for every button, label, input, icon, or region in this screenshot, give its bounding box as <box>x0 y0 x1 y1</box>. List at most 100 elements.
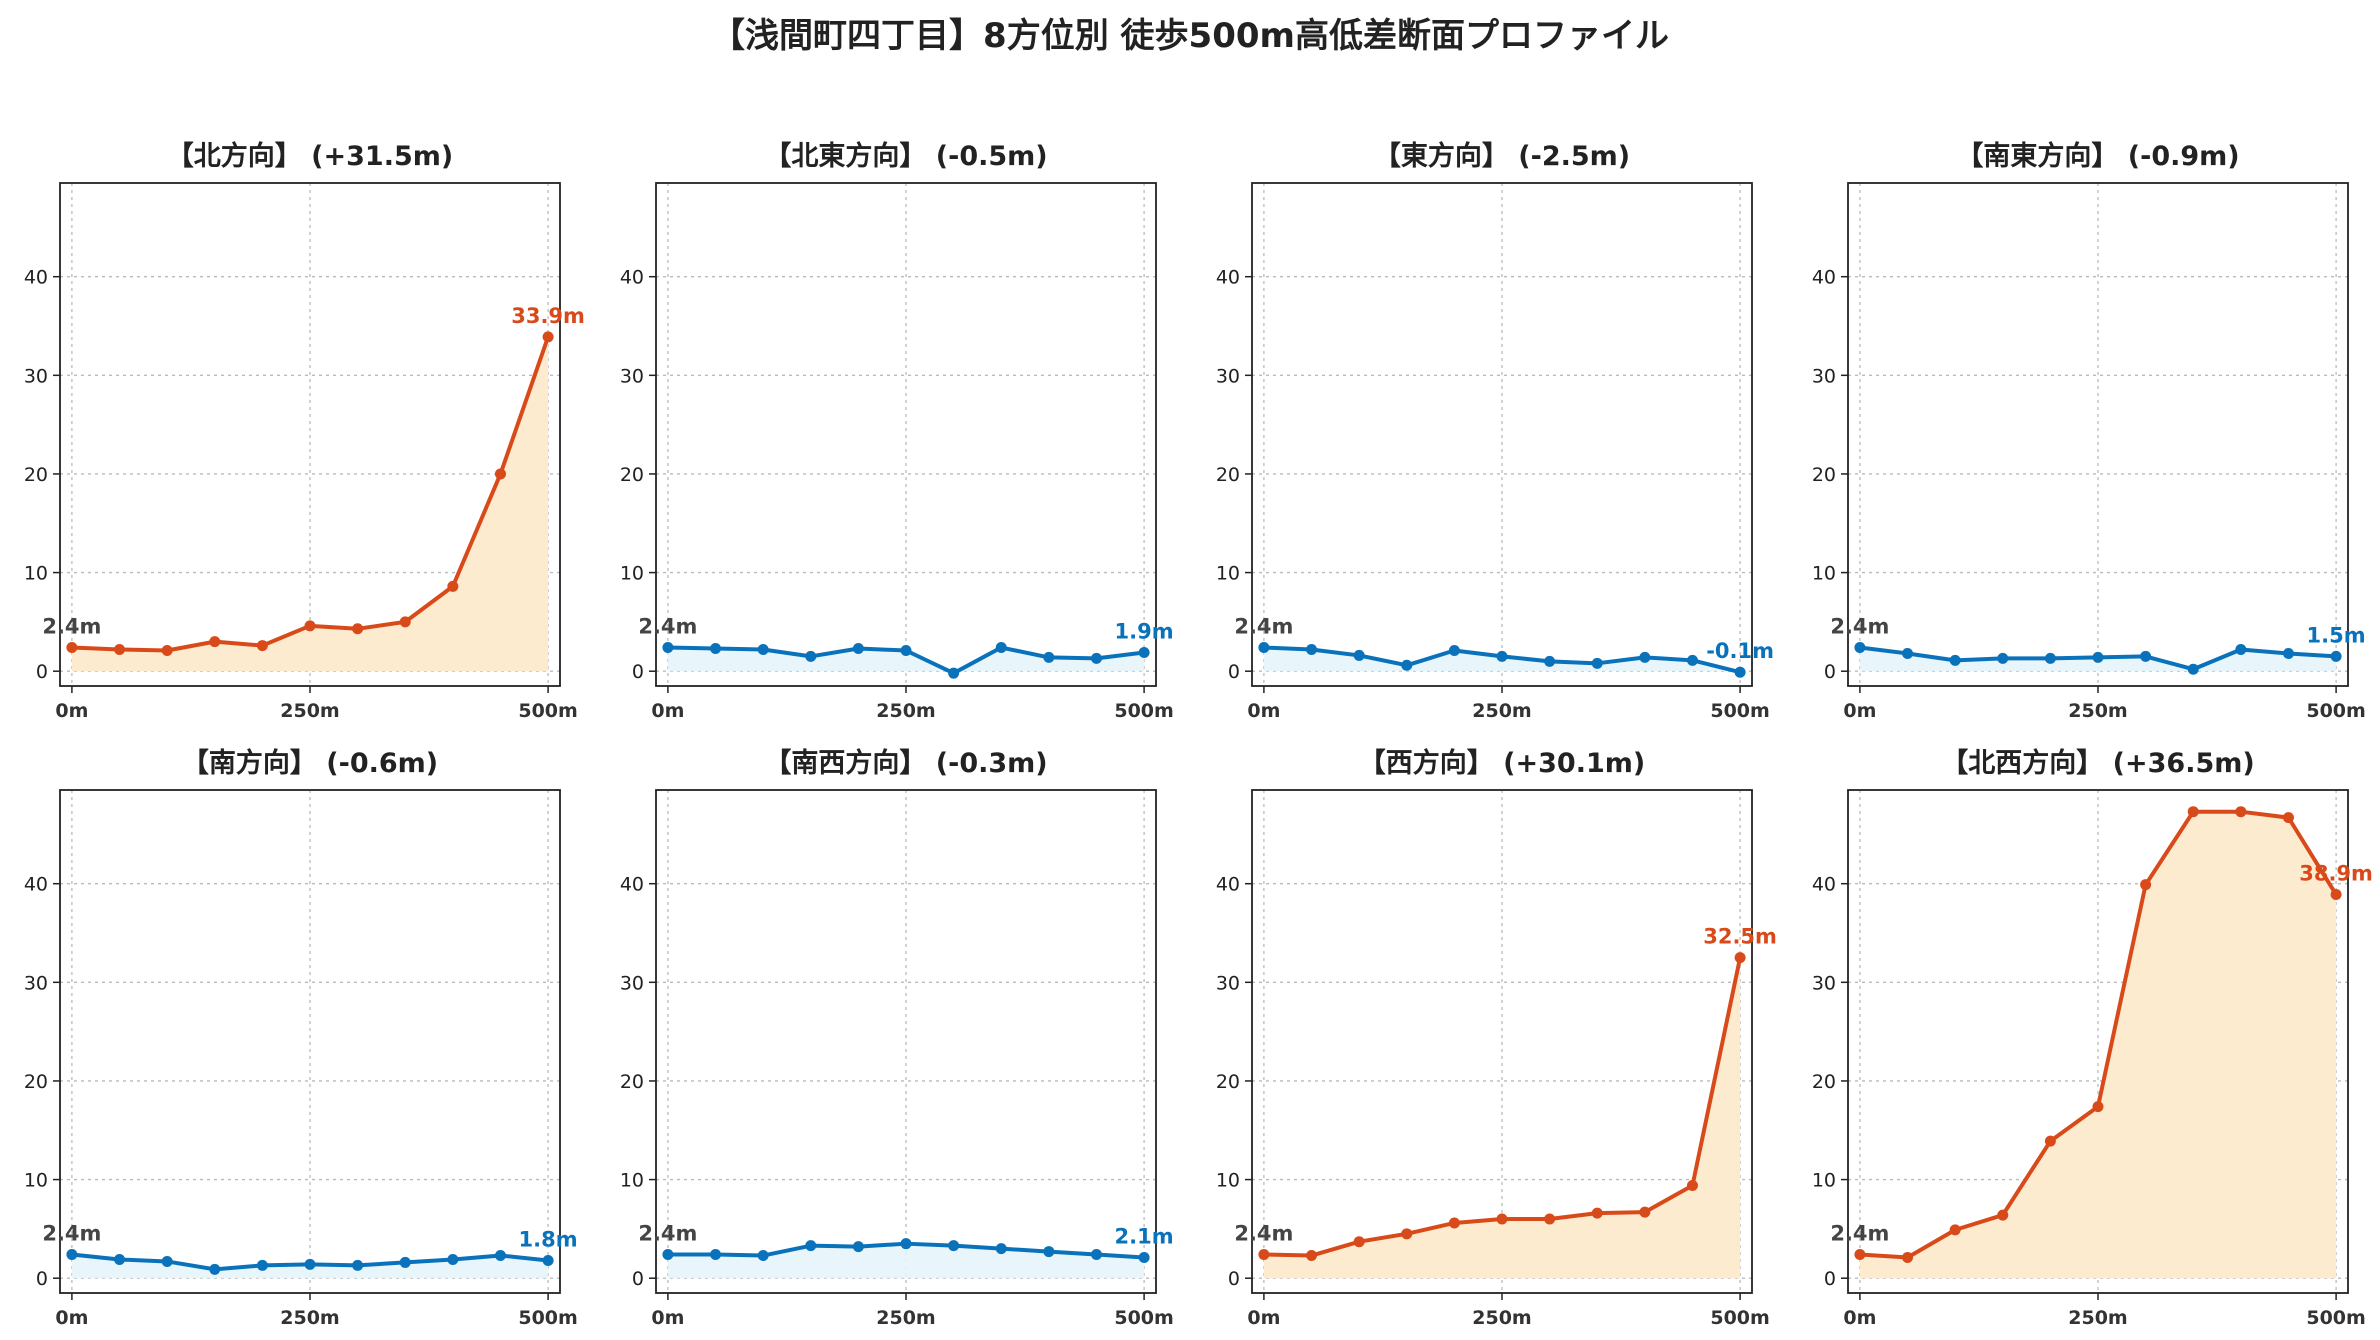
data-point <box>66 642 78 654</box>
data-point <box>1949 1224 1961 1236</box>
data-point <box>948 1240 960 1252</box>
y-tick-label: 20 <box>1812 464 1836 486</box>
data-point <box>1734 666 1746 678</box>
data-point <box>447 1253 459 1265</box>
data-point <box>900 644 912 656</box>
x-tick-label: 250m <box>2068 1307 2127 1329</box>
y-tick-label: 30 <box>1216 972 1240 994</box>
x-tick-label: 0m <box>1247 700 1280 722</box>
end-value-label: 32.5m <box>1703 925 1777 949</box>
y-tick-label: 10 <box>1812 1170 1836 1192</box>
data-point <box>2044 1135 2056 1147</box>
y-tick-label: 10 <box>620 563 644 585</box>
data-point <box>114 644 126 656</box>
y-tick-label: 20 <box>620 464 644 486</box>
y-tick-label: 40 <box>1216 874 1240 896</box>
data-point <box>1544 655 1556 667</box>
data-point <box>256 640 268 652</box>
y-tick-label: 0 <box>632 1268 644 1290</box>
data-point <box>2140 650 2152 662</box>
data-point <box>1496 650 1508 662</box>
y-tick-label: 0 <box>1824 661 1836 683</box>
start-value-label: 2.4m <box>42 1222 101 1246</box>
data-point <box>1686 1179 1698 1191</box>
data-point <box>66 1249 78 1261</box>
end-value-label: 1.5m <box>2307 623 2366 647</box>
data-point <box>1902 647 1914 659</box>
data-point <box>1639 1206 1651 1218</box>
data-point <box>2140 879 2152 891</box>
x-tick-label: 500m <box>518 700 577 722</box>
data-point <box>1448 1217 1460 1229</box>
y-tick-label: 30 <box>1812 972 1836 994</box>
start-value-label: 2.4m <box>638 615 697 639</box>
y-tick-label: 40 <box>620 267 644 289</box>
y-tick-label: 0 <box>632 661 644 683</box>
y-tick-label: 0 <box>36 1268 48 1290</box>
panel-title: 【北方向】 (+31.5m) <box>167 140 453 172</box>
data-point <box>2330 650 2342 662</box>
data-point <box>1496 1213 1508 1225</box>
data-point <box>757 644 769 656</box>
x-tick-label: 250m <box>1472 1307 1531 1329</box>
data-point <box>1353 1236 1365 1248</box>
x-tick-label: 500m <box>1114 700 1173 722</box>
data-point <box>2187 663 2199 675</box>
x-tick-label: 250m <box>2068 700 2127 722</box>
data-point <box>2330 889 2342 901</box>
data-point <box>2282 647 2294 659</box>
y-tick-label: 0 <box>36 661 48 683</box>
chart-panel-4: 【南方向】 (-0.6m) 0 10 20 30 40 0m 250m 500m 2.4m 1.8m <box>24 747 578 1329</box>
data-point <box>1902 1251 1914 1263</box>
data-point <box>2044 652 2056 664</box>
data-point <box>662 1249 674 1261</box>
data-point <box>161 1255 173 1267</box>
data-point <box>1997 652 2009 664</box>
y-tick-label: 40 <box>24 874 48 896</box>
x-tick-label: 500m <box>2306 700 2365 722</box>
chart-panel-6: 【西方向】 (+30.1m) 0 10 20 30 40 0m 250m 500m 2.4m 32.… <box>1216 747 1777 1329</box>
y-tick-label: 20 <box>24 464 48 486</box>
y-tick-label: 30 <box>24 972 48 994</box>
data-point <box>1306 644 1318 656</box>
end-value-label: 33.9m <box>511 304 585 328</box>
data-point <box>1353 649 1365 661</box>
data-point <box>948 667 960 679</box>
panel-title: 【西方向】 (+30.1m) <box>1359 747 1645 779</box>
x-tick-label: 250m <box>876 1307 935 1329</box>
y-tick-label: 10 <box>1216 563 1240 585</box>
x-tick-label: 0m <box>1843 700 1876 722</box>
panel-title: 【南方向】 (-0.6m) <box>182 747 438 779</box>
x-tick-label: 0m <box>651 1307 684 1329</box>
y-tick-label: 30 <box>620 972 644 994</box>
end-value-label: 1.8m <box>519 1227 578 1251</box>
data-point <box>352 1259 364 1271</box>
data-point <box>114 1253 126 1265</box>
data-point <box>1854 1249 1866 1261</box>
x-tick-label: 250m <box>280 1307 339 1329</box>
data-point <box>2092 1101 2104 1113</box>
data-point <box>1401 659 1413 671</box>
x-tick-label: 500m <box>518 1307 577 1329</box>
data-point <box>2235 806 2247 818</box>
data-point <box>1639 651 1651 663</box>
data-point <box>757 1250 769 1262</box>
data-point <box>1734 952 1746 964</box>
data-point <box>447 580 459 592</box>
data-point <box>542 331 554 343</box>
panel-title: 【南東方向】 (-0.9m) <box>1956 140 2239 172</box>
y-tick-label: 20 <box>1216 1071 1240 1093</box>
data-point <box>1854 642 1866 654</box>
data-point <box>1138 646 1150 658</box>
y-tick-label: 30 <box>1812 365 1836 387</box>
data-point <box>805 1240 817 1252</box>
data-point <box>995 1243 1007 1255</box>
start-value-label: 2.4m <box>42 615 101 639</box>
data-point <box>209 1263 221 1275</box>
x-tick-label: 0m <box>55 700 88 722</box>
data-point <box>2282 812 2294 824</box>
y-tick-label: 10 <box>1812 563 1836 585</box>
y-tick-label: 10 <box>24 563 48 585</box>
data-point <box>304 620 316 632</box>
